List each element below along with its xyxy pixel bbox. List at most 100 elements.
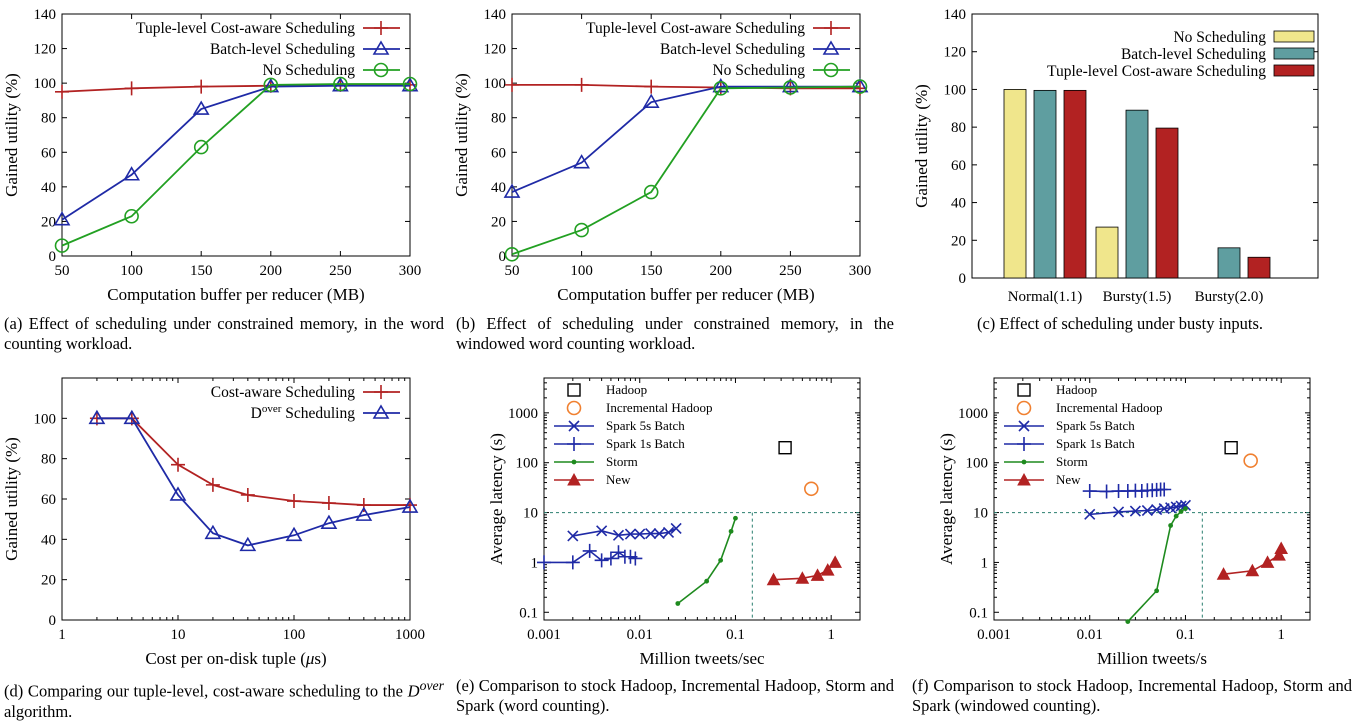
y-tick-label: 10	[973, 506, 988, 522]
x-tick-label: 100	[283, 627, 306, 643]
y-tick-label: 120	[484, 42, 507, 58]
y-tick-label: 120	[944, 45, 967, 61]
y-axis-label: Gained utility (%)	[452, 73, 471, 197]
data-point	[795, 571, 810, 584]
series-line	[61, 84, 410, 221]
legend-label: Spark 1s Batch	[606, 436, 685, 451]
x-tick-label: 100	[570, 263, 593, 279]
legend-swatch	[1273, 30, 1315, 43]
x-tick-label: 1	[58, 627, 66, 643]
legend-label: Batch-level Scheduling	[210, 41, 355, 58]
legend-label: Batch-level Scheduling	[1121, 46, 1266, 63]
data-point	[504, 246, 520, 262]
data-point	[355, 506, 373, 521]
series-line	[512, 83, 860, 90]
data-point	[1082, 484, 1097, 499]
legend-label: Storm	[1056, 454, 1088, 469]
series-line	[1089, 504, 1186, 516]
data-point	[1178, 509, 1184, 514]
data-point	[1272, 548, 1286, 561]
data-point	[287, 494, 301, 509]
data-point	[642, 93, 660, 108]
x-tick-label: 1000	[395, 627, 425, 643]
data-point	[582, 543, 597, 558]
y-tick-label: 0	[49, 613, 57, 629]
data-point	[503, 183, 521, 198]
x-tick-label: 300	[849, 263, 872, 279]
y-tick-label: 40	[41, 532, 56, 548]
plot-frame	[511, 13, 861, 257]
chart-panel-c: 0 20 40 60 80 100 120 140 Normal(1.1) Bursty(1.5)…	[900, 0, 1350, 333]
legend-label: New	[1056, 472, 1081, 487]
chart-b: 0 20 40 60 80 100 120 140 50 100 150 200 250 300 Gaine…	[452, 7, 872, 304]
legend-marker	[374, 385, 388, 399]
data-point	[1179, 499, 1192, 511]
data-point	[628, 551, 643, 566]
data-point	[718, 557, 724, 563]
data-point	[204, 524, 222, 540]
plot-frame	[993, 377, 1311, 621]
chart-panel-d: 0 20 40 60 80 100 1 10 100 1000 Gained utility (%)…	[0, 364, 450, 721]
series-line	[96, 417, 410, 506]
data-point	[263, 77, 279, 93]
y-tick-label: 80	[951, 120, 966, 136]
data-point	[612, 529, 625, 541]
y-tick-label: 140	[34, 7, 57, 23]
x-tick-label: 0.1	[726, 627, 745, 643]
y-tick-label: 1000	[508, 406, 538, 422]
legend-label: New	[606, 472, 631, 487]
data-point	[55, 84, 69, 99]
data-point	[240, 487, 255, 502]
chart-panel-e: 0.1 1 10 100 1000 0.001 0.01 0.1 1 Average latenc…	[450, 364, 900, 715]
x-tick-label: 250	[779, 263, 802, 279]
x-tick-label: 0.001	[977, 627, 1011, 643]
data-point	[1183, 506, 1188, 512]
bar	[1217, 247, 1241, 279]
plot-frame	[543, 377, 861, 621]
legend-marker	[823, 62, 839, 78]
y-axis-label: Gained utility (%)	[2, 73, 21, 197]
data-point	[851, 78, 869, 93]
legend-label: Tuple-level Cost-aware Scheduling	[586, 20, 805, 37]
y-tick-label: 100	[34, 411, 57, 427]
legend-marker	[372, 404, 390, 419]
y-axis-label: Average latency (s)	[487, 433, 506, 565]
x-tick-label: 0.1	[1176, 627, 1195, 643]
data-point	[192, 100, 210, 115]
data-point	[712, 78, 730, 93]
data-point	[123, 409, 141, 425]
y-tick-label: 100	[516, 456, 539, 472]
legend-label: No Scheduling	[1173, 29, 1266, 46]
data-point	[594, 553, 609, 568]
x-axis-label: Computation buffer per reducer (MB)	[557, 285, 814, 304]
legend-label: Incremental Hadoop	[606, 400, 712, 415]
data-point	[670, 522, 682, 535]
y-tick-label: 60	[41, 492, 56, 508]
y-tick-label: 1000	[958, 406, 988, 422]
legend-marker	[568, 420, 580, 432]
chart-panel-a: 0 20 40 60 80 100 120 140 50 100 150 200 250 300 Gaine…	[0, 0, 450, 353]
legend-marker	[824, 21, 838, 35]
legend-label: Tuple-level Cost-aware Scheduling	[1047, 63, 1266, 80]
caption-b: (b) Effect of scheduling under constrain…	[456, 314, 894, 353]
y-tick-label: 20	[491, 214, 506, 230]
data-point	[356, 498, 371, 513]
bar	[1125, 109, 1149, 279]
legend-marker	[1017, 383, 1031, 397]
series-line	[61, 83, 410, 247]
legend-marker	[1018, 420, 1030, 432]
legend-label: Spark 1s Batch	[1056, 436, 1135, 451]
x-tick-label: 1	[827, 627, 835, 643]
x-tick-label: 50	[55, 263, 70, 279]
bar	[1033, 89, 1057, 279]
x-tick-label: 250	[329, 263, 352, 279]
data-point	[333, 76, 348, 92]
y-axis-label: Average latency (s)	[937, 433, 956, 565]
data-point	[596, 525, 608, 537]
y-tick-label: 80	[491, 111, 506, 127]
data-point	[653, 527, 665, 540]
x-tick-label: Bursty(2.0)	[1195, 289, 1264, 305]
data-point	[88, 409, 106, 425]
data-point	[1084, 508, 1096, 520]
data-point	[828, 555, 842, 568]
